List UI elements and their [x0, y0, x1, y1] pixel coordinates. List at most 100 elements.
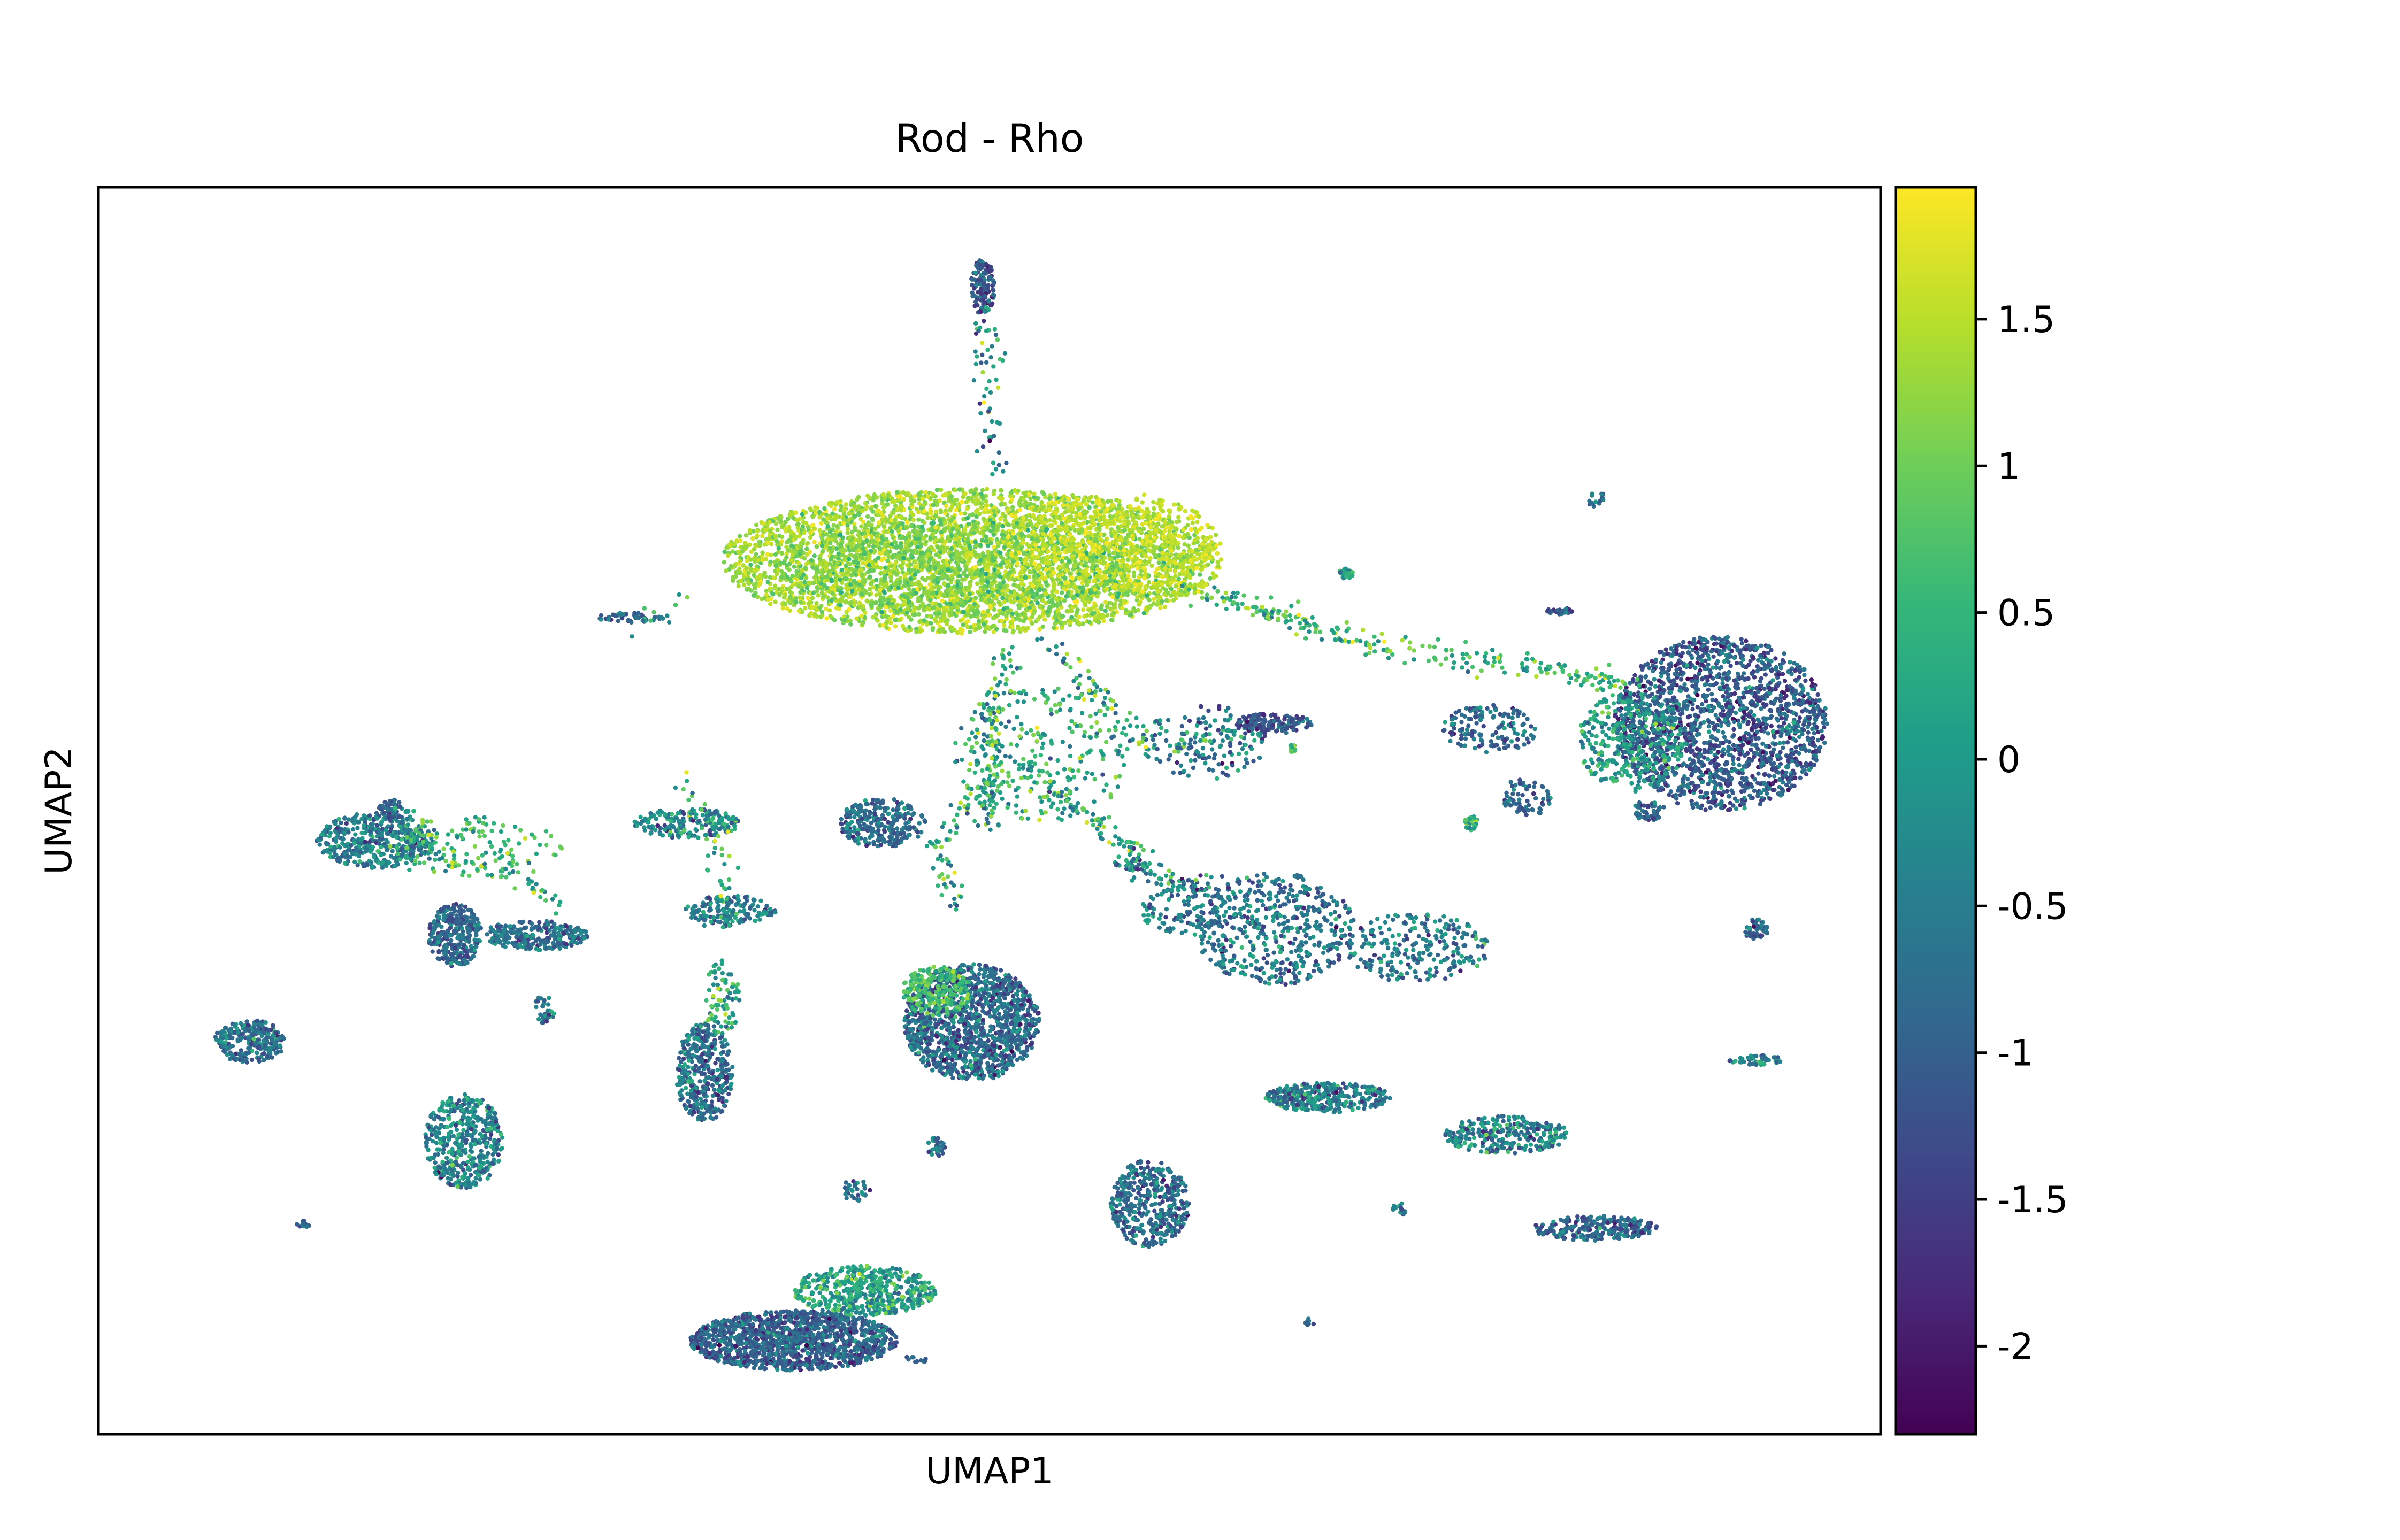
scatter-point: [812, 612, 817, 617]
scatter-point: [839, 504, 844, 509]
scatter-point: [907, 625, 912, 630]
scatter-point: [964, 565, 969, 570]
scatter-point: [1176, 515, 1181, 520]
scatter-point: [995, 525, 1001, 529]
scatter-point: [797, 544, 802, 549]
scatter-point: [860, 509, 864, 513]
chart-title: Rod - Rho: [895, 116, 1084, 161]
scatter-point: [839, 596, 845, 601]
scatter-point: [1002, 545, 1007, 550]
scatter-point: [1006, 522, 1011, 527]
scatter-point: [1009, 590, 1014, 595]
scatter-point: [781, 560, 787, 565]
scatter-point: [899, 535, 904, 540]
scatter-point: [947, 499, 952, 504]
scatter-point: [938, 591, 943, 596]
scatter-point: [1054, 597, 1060, 602]
scatter-point: [1055, 546, 1061, 551]
scatter-point: [968, 489, 973, 494]
scatter-point: [745, 587, 749, 592]
scatter-point: [963, 491, 968, 496]
scatter-point: [816, 593, 821, 598]
scatter-point: [1062, 620, 1068, 626]
scatter-point: [1110, 594, 1115, 599]
scatter-point: [859, 524, 864, 529]
scatter-point: [760, 534, 765, 538]
scatter-point: [1044, 591, 1049, 596]
scatter-point: [955, 589, 960, 594]
scatter-point: [931, 520, 936, 526]
scatter-point: [841, 521, 846, 526]
scatter-point: [789, 558, 794, 563]
scatter-point: [1002, 514, 1008, 519]
scatter-point: [894, 490, 900, 495]
scatter-point: [957, 556, 962, 560]
scatter-point: [1032, 491, 1037, 496]
scatter-point: [1037, 614, 1042, 620]
scatter-point: [1021, 515, 1026, 520]
scatter-point: [789, 543, 795, 548]
scatter-point: [1001, 611, 1006, 617]
scatter-point: [856, 504, 862, 509]
scatter-point: [844, 610, 849, 614]
scatter-point: [1163, 587, 1168, 592]
scatter-point: [970, 512, 975, 517]
scatter-point: [768, 602, 773, 606]
scatter-point: [811, 522, 816, 528]
scatter-point: [1030, 584, 1036, 589]
scatter-point: [1138, 599, 1143, 605]
scatter-point: [984, 599, 989, 605]
scatter-point: [1027, 506, 1032, 511]
scatter-point: [882, 570, 887, 575]
scatter-point: [1176, 507, 1182, 512]
scatter-point: [1000, 536, 1006, 541]
scatter-point: [1051, 625, 1056, 630]
scatter-point: [1160, 599, 1164, 604]
scatter-point: [818, 553, 823, 559]
scatter-point: [1145, 593, 1149, 598]
scatter-point: [868, 581, 873, 586]
scatter-point: [937, 555, 942, 559]
scatter-point: [965, 596, 970, 601]
scatter-point: [903, 627, 908, 632]
scatter-point: [813, 505, 818, 510]
scatter-point: [913, 564, 917, 569]
scatter-point: [1025, 626, 1031, 630]
scatter-point: [925, 590, 931, 595]
scatter-point: [834, 606, 839, 611]
scatter-point: [1080, 547, 1085, 552]
scatter-point: [835, 499, 840, 505]
scatter-point: [857, 536, 862, 541]
scatter-point: [773, 583, 778, 588]
scatter-point: [922, 509, 927, 514]
scatter-point: [913, 612, 917, 617]
scatter-point: [789, 511, 794, 516]
scatter-point: [984, 572, 988, 576]
scatter-point: [1140, 515, 1145, 520]
scatter-point: [972, 550, 977, 555]
scatter-point: [995, 589, 1000, 594]
scatter-point: [916, 582, 921, 587]
scatter-point: [996, 495, 1002, 500]
scatter-point: [1085, 534, 1091, 539]
scatter-point: [1141, 492, 1147, 497]
scatter-point: [971, 499, 976, 504]
scatter-point: [1149, 586, 1154, 590]
scatter-point: [1000, 596, 1005, 600]
scatter-point: [933, 566, 938, 571]
scatter-point: [829, 598, 834, 603]
scatter-point: [833, 578, 839, 583]
scatter-point: [1216, 564, 1221, 569]
scatter-point: [961, 603, 965, 609]
scatter-point: [1022, 597, 1028, 602]
scatter-point: [957, 532, 963, 537]
scatter-point: [975, 581, 980, 586]
scatter-point: [1174, 584, 1178, 589]
scatter-point: [747, 528, 753, 533]
scatter-point: [725, 553, 731, 558]
scatter-point: [1078, 502, 1083, 506]
scatter-point: [1047, 599, 1052, 604]
scatter-point: [896, 494, 901, 499]
scatter-point: [756, 558, 761, 563]
